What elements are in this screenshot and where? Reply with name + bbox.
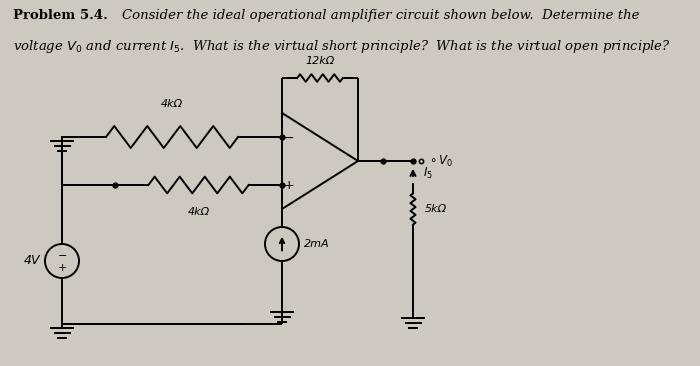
Text: $I_5$: $I_5$ [423,165,433,180]
Text: Problem 5.4.: Problem 5.4. [13,9,108,22]
Text: Consider the ideal operational amplifier circuit shown below.  Determine the: Consider the ideal operational amplifier… [122,9,640,22]
Text: 4kΩ: 4kΩ [161,99,183,109]
Text: $+$: $+$ [57,262,67,273]
Text: voltage $V_0$ and current $I_5$.  What is the virtual short principle?  What is : voltage $V_0$ and current $I_5$. What is… [13,38,671,55]
Text: 4kΩ: 4kΩ [188,208,209,217]
Text: $-$: $-$ [284,131,295,143]
Text: $+$: $+$ [284,179,295,191]
Text: 2mA: 2mA [304,239,330,249]
Text: 4V: 4V [24,254,40,268]
Text: $-$: $-$ [57,249,67,259]
Text: 12kΩ: 12kΩ [305,56,335,66]
Text: $\circ\,V_0$: $\circ\,V_0$ [429,153,453,169]
Text: 5kΩ: 5kΩ [425,204,447,214]
